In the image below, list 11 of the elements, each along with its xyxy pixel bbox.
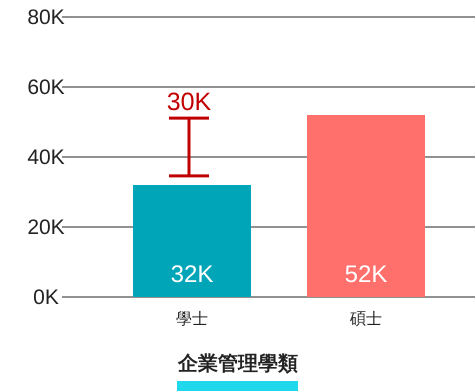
text: 企業管理學類: [177, 353, 298, 375]
x-tick-label: 學士: [176, 310, 208, 328]
y-tick-label: 80K: [27, 6, 65, 29]
data-label: 52K: [344, 261, 388, 288]
x-tick-label: 碩士: [349, 310, 382, 328]
annotation: 30K: [166, 88, 212, 116]
y-tick-label: 60K: [27, 76, 65, 99]
data-label: 32K: [170, 261, 214, 288]
y-tick-label: 20K: [27, 216, 65, 239]
y-tick-label: 0K: [33, 286, 59, 309]
y-tick-label: 40K: [27, 146, 65, 169]
